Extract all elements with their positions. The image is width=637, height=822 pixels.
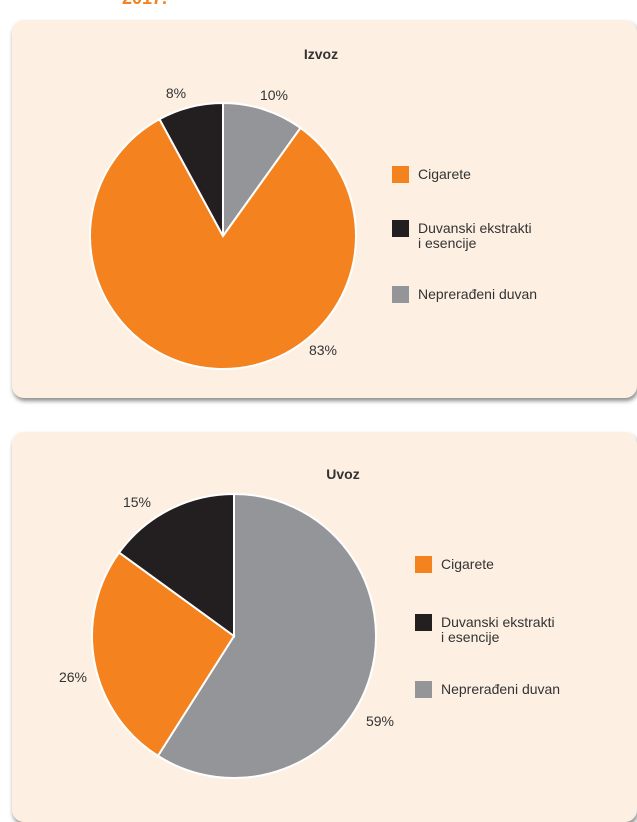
legend-label: Duvanski ekstrakti i esencije [441,614,555,645]
legend-swatch [415,614,432,631]
legend-label: Duvanski ekstrakti i esencije [418,220,532,251]
pie-slice [91,551,236,758]
legend-item: Neprerađeni duvan [392,286,537,303]
data-label: 10% [259,87,289,103]
legend-label: Neprerađeni duvan [418,286,538,302]
pie-slice [117,492,235,638]
pie-slice [89,117,357,370]
data-label: 59% [365,713,395,729]
legend-swatch [392,166,409,183]
header: 2017. [122,0,167,9]
legend-label: Neprerađeni duvan [441,681,561,697]
data-label: 15% [122,494,152,510]
chart-title: Izvoz [303,46,339,62]
chart-card: Uvoz 26% 15% 59% Cigarete Duvanski ekstrakti … [12,432,637,822]
legend-item: Duvanski ekstrakti i esencije [415,614,555,645]
data-label: 8% [165,85,187,101]
data-label: 26% [58,669,88,685]
legend-swatch [415,681,432,698]
legend-swatch [392,286,409,303]
data-label: 83% [308,342,338,358]
pie-chart [91,492,377,779]
pie-slice [158,101,224,237]
legend-item: Duvanski ekstrakti i esencije [392,220,532,251]
pie-chart [89,101,357,370]
legend-swatch [392,220,409,237]
legend-item: Neprerađeni duvan [415,681,560,698]
pie-slice [222,101,302,240]
legend-swatch [415,556,432,573]
legend-item: Cigarete [415,556,494,573]
chart-title: Uvoz [326,466,360,482]
legend-item: Cigarete [392,166,471,183]
pie-slice [156,492,377,779]
legend-label: Cigarete [441,556,494,572]
legend-label: Cigarete [418,166,471,182]
chart-card: Izvoz 83% 8% 10% Cigarete Duvanski ekstrakti … [12,20,637,398]
